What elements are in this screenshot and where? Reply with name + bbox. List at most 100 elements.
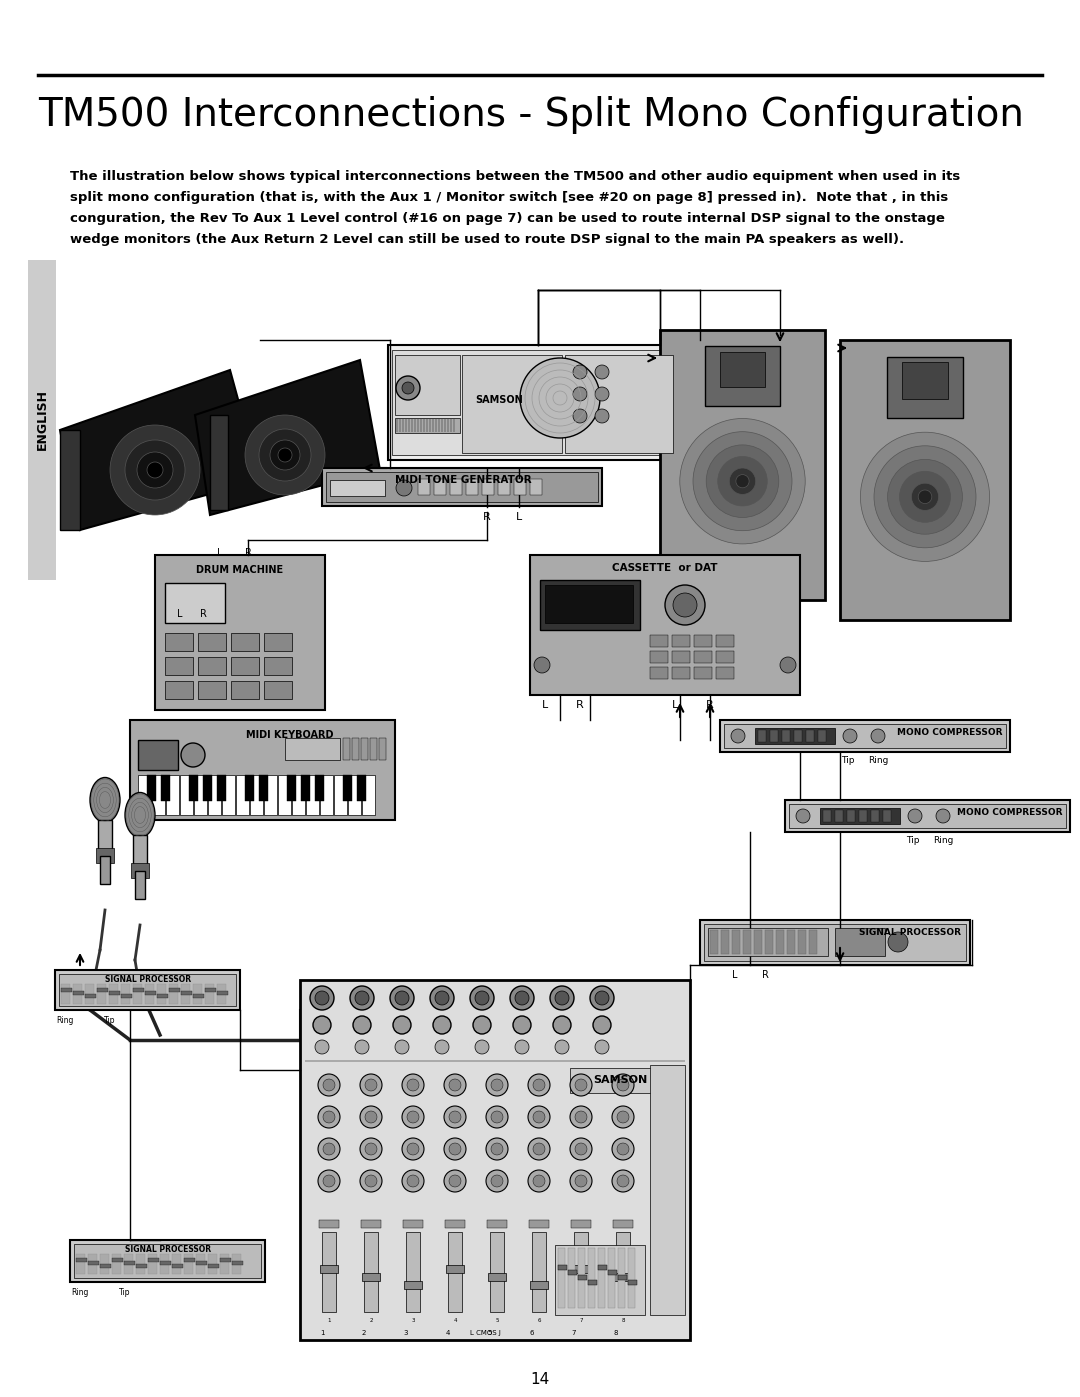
Circle shape xyxy=(528,1171,550,1192)
Text: R: R xyxy=(576,700,584,710)
Bar xyxy=(161,775,170,800)
Circle shape xyxy=(365,1111,377,1123)
Circle shape xyxy=(673,592,697,617)
Bar xyxy=(887,356,963,418)
Text: ENGLISH: ENGLISH xyxy=(36,390,49,450)
Circle shape xyxy=(570,1106,592,1127)
Circle shape xyxy=(888,932,908,951)
Text: 2: 2 xyxy=(369,1317,373,1323)
Text: DRUM MACHINE: DRUM MACHINE xyxy=(197,564,284,576)
Circle shape xyxy=(444,1074,465,1097)
Circle shape xyxy=(570,1171,592,1192)
Circle shape xyxy=(665,585,705,624)
Bar xyxy=(121,995,132,997)
Bar xyxy=(136,1264,147,1268)
Text: CASSETTE  or DAT: CASSETTE or DAT xyxy=(612,563,718,573)
Text: R: R xyxy=(483,511,491,522)
Circle shape xyxy=(861,432,989,562)
Circle shape xyxy=(575,1111,588,1123)
Circle shape xyxy=(528,1106,550,1127)
Text: 3: 3 xyxy=(411,1317,415,1323)
Bar xyxy=(208,1255,217,1274)
Text: split mono configuration (that is, with the Aux 1 / Monitor switch [see #20 on p: split mono configuration (that is, with … xyxy=(70,191,948,204)
Bar xyxy=(445,1220,465,1228)
Bar xyxy=(249,775,264,814)
Bar xyxy=(558,1266,567,1270)
Bar xyxy=(379,738,386,760)
Bar xyxy=(570,1067,670,1092)
Circle shape xyxy=(780,657,796,673)
Bar xyxy=(165,583,225,623)
Circle shape xyxy=(617,1143,629,1155)
Bar xyxy=(222,775,235,814)
Text: TM500 Interconnections - Split Mono Configuration: TM500 Interconnections - Split Mono Conf… xyxy=(38,96,1024,134)
Bar xyxy=(487,1220,507,1228)
Bar xyxy=(217,983,226,1004)
Bar xyxy=(721,930,729,954)
Circle shape xyxy=(595,409,609,423)
Bar xyxy=(195,1255,205,1274)
Bar xyxy=(650,1065,685,1315)
Circle shape xyxy=(718,457,767,506)
Text: Ring: Ring xyxy=(71,1288,89,1296)
Bar xyxy=(70,1241,265,1282)
Bar xyxy=(798,930,806,954)
Circle shape xyxy=(612,1171,634,1192)
Bar xyxy=(613,1220,633,1228)
Bar xyxy=(588,1280,597,1285)
Circle shape xyxy=(874,446,976,548)
Bar xyxy=(278,775,291,814)
Bar xyxy=(432,419,434,432)
Bar xyxy=(109,983,118,1004)
Bar xyxy=(618,1275,627,1280)
Circle shape xyxy=(515,990,529,1004)
Bar xyxy=(608,1270,617,1275)
Circle shape xyxy=(470,986,494,1010)
Bar xyxy=(55,970,240,1010)
Bar xyxy=(823,810,831,821)
Bar xyxy=(138,740,178,770)
Bar xyxy=(395,355,460,415)
Circle shape xyxy=(402,1074,424,1097)
Circle shape xyxy=(315,990,329,1004)
Bar xyxy=(465,479,478,495)
Circle shape xyxy=(912,483,939,510)
Bar xyxy=(627,1280,637,1285)
Bar xyxy=(434,479,446,495)
Text: MIDI KEYBOARD: MIDI KEYBOARD xyxy=(246,731,334,740)
Text: MONO COMPRESSOR: MONO COMPRESSOR xyxy=(957,807,1063,817)
Text: L: L xyxy=(732,970,738,981)
Bar xyxy=(453,419,455,432)
Bar xyxy=(720,352,765,387)
Text: SIGNAL PROCESSOR: SIGNAL PROCESSOR xyxy=(859,928,961,937)
Bar xyxy=(97,983,106,1004)
Circle shape xyxy=(444,1106,465,1127)
Circle shape xyxy=(137,453,173,488)
Bar xyxy=(789,805,1066,828)
Circle shape xyxy=(360,1074,382,1097)
Circle shape xyxy=(181,743,205,767)
Bar xyxy=(720,719,1010,752)
Bar xyxy=(558,1248,565,1308)
Bar xyxy=(429,419,431,432)
Bar xyxy=(361,1220,381,1228)
Circle shape xyxy=(473,1016,491,1034)
Bar xyxy=(135,870,145,900)
Bar xyxy=(96,848,114,863)
Circle shape xyxy=(315,1039,329,1053)
Circle shape xyxy=(355,990,369,1004)
Circle shape xyxy=(407,1078,419,1091)
Circle shape xyxy=(449,1111,461,1123)
Bar xyxy=(787,930,795,954)
Circle shape xyxy=(486,1106,508,1127)
Bar xyxy=(231,680,259,698)
Bar xyxy=(166,775,179,814)
Text: Tip: Tip xyxy=(841,756,854,766)
Text: 7: 7 xyxy=(571,1330,577,1336)
Bar xyxy=(820,807,900,824)
Circle shape xyxy=(595,990,609,1004)
Text: SIGNAL PROCESSOR: SIGNAL PROCESSOR xyxy=(125,1245,211,1255)
Text: L: L xyxy=(516,511,522,522)
Text: MONO COMPRESSOR: MONO COMPRESSOR xyxy=(897,728,1002,738)
Bar xyxy=(98,820,112,856)
